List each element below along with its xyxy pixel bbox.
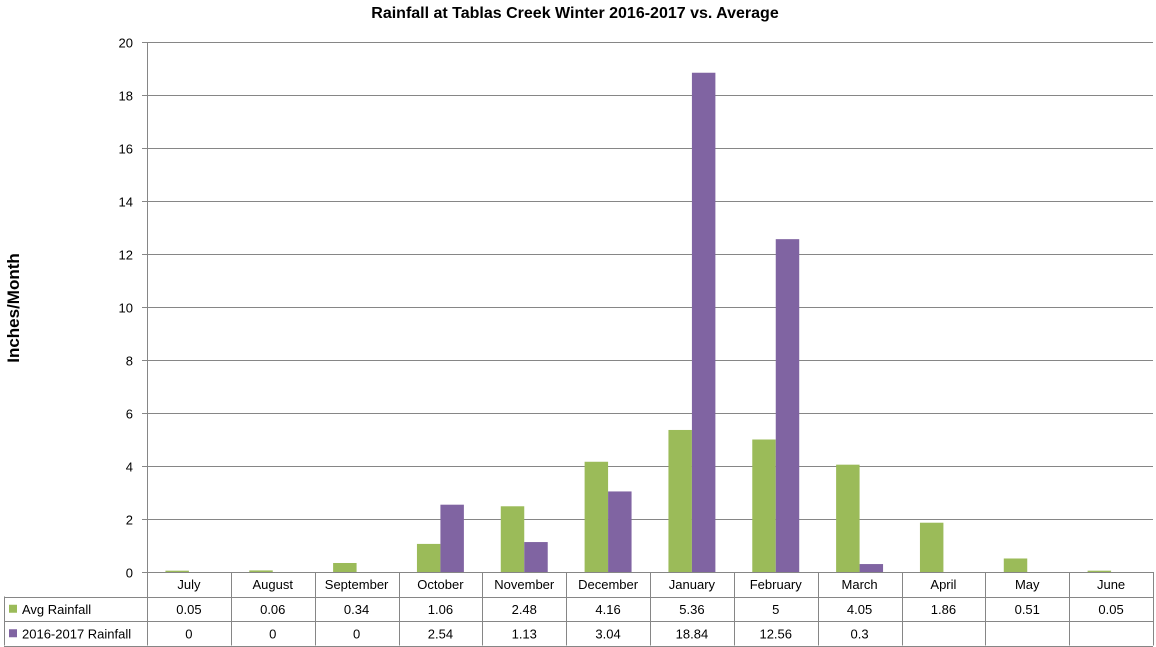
bar	[691, 72, 716, 573]
bar	[524, 542, 548, 572]
bar	[1003, 558, 1028, 572]
data-label: 3.04	[595, 626, 620, 641]
legend-entry: Avg Rainfall	[22, 602, 91, 617]
data-label: 2.48	[512, 602, 537, 617]
data-label: 0.3	[851, 626, 869, 641]
gridlines	[142, 42, 1153, 573]
data-label: 18.84	[676, 626, 709, 641]
data-label: 0.51	[1015, 602, 1040, 617]
bar	[416, 543, 441, 572]
x-tick-label: May	[1015, 577, 1040, 592]
bar	[668, 429, 692, 572]
y-tick-label: 12	[119, 248, 133, 263]
x-tick-label: March	[842, 577, 878, 592]
x-tick-label: November	[494, 577, 555, 592]
data-label: 0	[353, 626, 360, 641]
data-label: 1.86	[931, 602, 956, 617]
y-axis-label: Inches/Month	[4, 253, 23, 363]
x-tick-label: July	[177, 577, 201, 592]
data-label: 2.54	[428, 626, 453, 641]
bar	[836, 464, 860, 572]
chart-title: Rainfall at Tablas Creek Winter 2016-201…	[371, 5, 779, 22]
legend-swatch	[9, 629, 17, 638]
data-label: 0.06	[260, 602, 285, 617]
legend-swatch	[9, 604, 17, 613]
y-tick-label: 4	[126, 460, 133, 475]
bar	[775, 239, 800, 572]
data-table: July August September October November Decemb…	[4, 572, 1154, 647]
data-label: 1.13	[512, 626, 537, 641]
bar	[1087, 570, 1112, 572]
x-tick-label: April	[930, 577, 956, 592]
x-tick-label: June	[1097, 577, 1125, 592]
x-tick-label: September	[325, 577, 389, 592]
data-label: 5	[772, 602, 779, 617]
legend-entry: 2016-2017 Rainfall	[22, 626, 131, 641]
y-tick-label: 20	[119, 36, 133, 51]
x-tick-label: January	[669, 577, 716, 592]
data-label: 4.05	[847, 602, 872, 617]
bar	[584, 461, 609, 572]
y-tick-label: 14	[119, 195, 133, 210]
data-label: 0.34	[344, 602, 369, 617]
data-label: 12.56	[759, 626, 792, 641]
y-tick-label: 18	[119, 89, 133, 104]
data-label: 0.05	[1098, 602, 1123, 617]
y-tick-label: 16	[119, 142, 133, 157]
data-label: 0	[185, 626, 192, 641]
data-label: 1.06	[428, 602, 453, 617]
y-tick-label: 6	[126, 407, 133, 422]
data-label: 0.05	[176, 602, 201, 617]
y-tick-label: 10	[119, 301, 133, 316]
data-label: 4.16	[595, 602, 620, 617]
bar	[752, 439, 776, 572]
bar	[919, 522, 944, 572]
bar	[859, 564, 884, 572]
y-tick-label: 2	[126, 513, 133, 528]
data-label: 0	[269, 626, 276, 641]
y-axis-ticks: 0 2 4 6 8 10 12 14 16 18 20	[119, 36, 133, 581]
x-tick-label: August	[253, 577, 294, 592]
x-tick-label: October	[417, 577, 464, 592]
x-tick-label: February	[750, 577, 803, 592]
y-tick-label: 0	[126, 566, 133, 581]
data-label: 5.36	[679, 602, 704, 617]
bar	[500, 506, 525, 572]
bars	[165, 72, 1112, 573]
x-tick-label: December	[578, 577, 639, 592]
y-tick-label: 8	[126, 354, 133, 369]
bar	[440, 504, 464, 572]
bar	[608, 491, 632, 572]
bar	[249, 570, 273, 572]
bar	[333, 562, 357, 572]
bar	[165, 570, 189, 572]
